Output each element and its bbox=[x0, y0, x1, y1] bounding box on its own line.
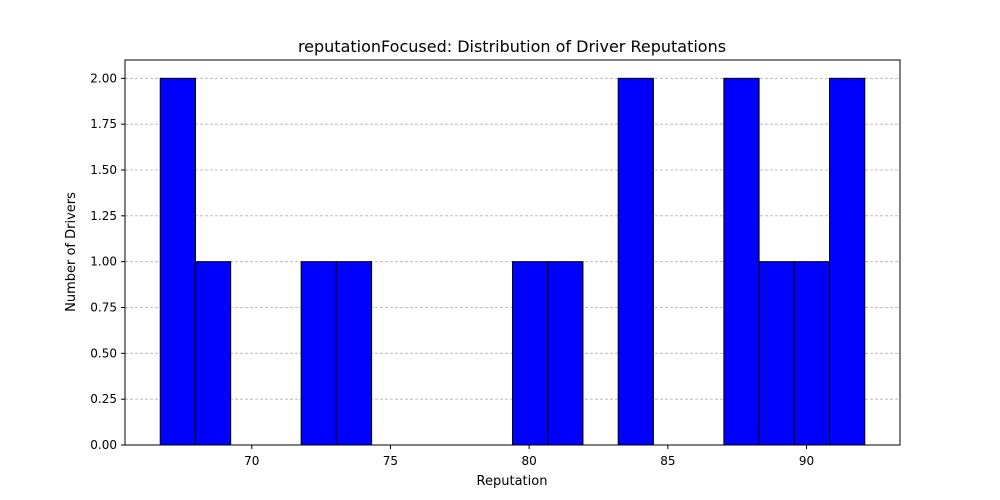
y-tick-label: 0.25 bbox=[90, 392, 117, 406]
x-tick-label: 90 bbox=[799, 454, 814, 468]
histogram-bar bbox=[300, 261, 337, 446]
x-tick-label: 70 bbox=[244, 454, 259, 468]
y-tick-label: 0.50 bbox=[90, 346, 117, 360]
histogram-bar bbox=[793, 261, 831, 446]
histogram-bar bbox=[723, 77, 760, 446]
x-tick-label: 75 bbox=[383, 454, 398, 468]
histogram-bar bbox=[758, 261, 795, 446]
y-axis-ticks: 0.00 0.25 0.50 0.75 1.00 1.25 1.50 1.75 2.00 bbox=[90, 71, 125, 452]
y-tick-label: 1.00 bbox=[90, 255, 117, 269]
x-axis-label: Reputation bbox=[477, 474, 548, 489]
histogram-bar bbox=[194, 261, 232, 446]
plot-frame bbox=[124, 59, 901, 446]
histogram-bar bbox=[829, 77, 866, 446]
x-axis-ticks: 70 75 80 85 90 bbox=[244, 445, 814, 468]
y-tick-label: 1.75 bbox=[90, 117, 117, 131]
histogram-bar bbox=[512, 261, 549, 446]
x-tick-label: 85 bbox=[660, 454, 675, 468]
chart-title: reputationFocused: Distribution of Drive… bbox=[298, 37, 726, 56]
y-axis-label: Number of Drivers bbox=[64, 192, 79, 312]
y-tick-label: 1.50 bbox=[90, 163, 117, 177]
y-tick-label: 1.25 bbox=[90, 209, 117, 223]
y-tick-label: 0.00 bbox=[90, 438, 117, 452]
x-tick-label: 80 bbox=[522, 454, 537, 468]
histogram-bar bbox=[159, 77, 196, 446]
histogram-bar bbox=[617, 77, 654, 446]
histogram-bar bbox=[547, 261, 584, 446]
y-tick-label: 0.75 bbox=[90, 301, 117, 315]
histogram-bar bbox=[335, 261, 373, 446]
y-tick-label: 2.00 bbox=[90, 71, 117, 85]
bars bbox=[159, 77, 866, 446]
